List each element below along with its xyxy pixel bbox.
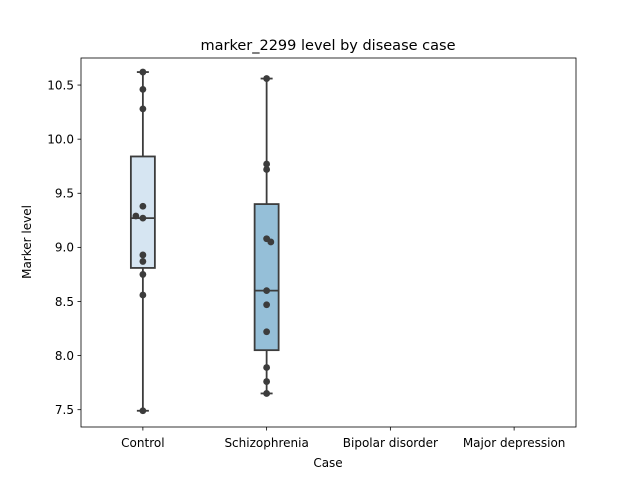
data-point-schizophrenia: [263, 75, 271, 82]
data-point-control: [139, 251, 147, 259]
y-tick-label: 9.0: [55, 241, 74, 255]
y-tick-label: 7.5: [55, 403, 74, 417]
plot-area-frame: [80, 57, 577, 428]
data-point-schizophrenia: [267, 238, 275, 246]
data-point-control: [132, 212, 140, 220]
data-point-schizophrenia: [263, 378, 271, 385]
y-tick-label: 10.0: [47, 132, 74, 146]
data-point-schizophrenia: [263, 166, 271, 173]
box-schizophrenia: [253, 77, 280, 395]
x-tick-label-schizophrenia: Schizophrenia: [224, 436, 308, 450]
data-point-schizophrenia: [263, 390, 271, 397]
data-point-control: [139, 258, 147, 265]
x-tick-label-control: Control: [121, 436, 164, 450]
data-point-control: [139, 105, 147, 113]
data-point-control: [139, 202, 147, 210]
y-tick-label: 8.5: [55, 295, 74, 309]
boxes-layer: [129, 71, 280, 412]
y-tick-label: 9.5: [55, 187, 74, 201]
iqr-box: [253, 203, 280, 352]
y-tick-label: 8.0: [55, 349, 74, 363]
data-point-control: [139, 291, 147, 299]
y-axis: 7.5 8.0 8.5 9.0 9.5 10.0 10.5: [47, 78, 81, 417]
iqr-box: [129, 155, 156, 269]
y-tick-label: 10.5: [47, 78, 74, 92]
data-point-control: [139, 407, 147, 415]
data-point-control: [139, 271, 147, 278]
data-point-schizophrenia: [263, 301, 271, 309]
x-axis: Control Schizophrenia Bipolar disorder Majo…: [121, 427, 565, 450]
data-point-control: [139, 68, 147, 76]
x-tick-label-bipolar-disorder: Bipolar disorder: [343, 436, 438, 450]
chart-title: marker_2299 level by disease case: [201, 38, 456, 54]
data-point-schizophrenia: [263, 287, 271, 295]
data-point-schizophrenia: [263, 328, 271, 336]
data-point-schizophrenia: [263, 364, 271, 371]
x-axis-label: Case: [313, 456, 342, 470]
data-point-control: [139, 85, 147, 93]
points-layer: [132, 68, 275, 415]
y-axis-label: Marker level: [20, 205, 34, 279]
data-point-schizophrenia: [263, 160, 271, 168]
data-point-control: [139, 214, 147, 222]
x-tick-label-major-depression: Major depression: [463, 436, 566, 450]
box-control: [129, 71, 156, 412]
